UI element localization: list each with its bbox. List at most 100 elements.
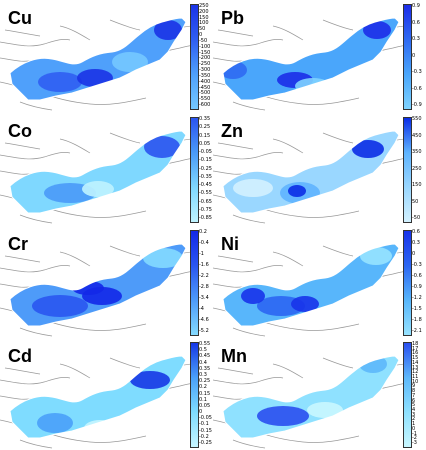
contour-blob [143, 248, 183, 268]
contour-map [213, 243, 403, 337]
colorbar-tick-label: 100 [199, 20, 209, 27]
colorbar-tick-label: -350 [199, 72, 211, 79]
boundary-line [0, 152, 71, 160]
boundary-line [4, 367, 41, 375]
contour-blob [363, 21, 391, 39]
colorbar-tick-label: -0.65 [199, 198, 212, 205]
colorbar-tick-label: -3.4 [199, 295, 209, 301]
boundary-line [213, 152, 284, 160]
boundary-line [59, 363, 91, 379]
boundary-line [322, 19, 354, 31]
colorbar-tick-label: -0.05 [199, 149, 212, 155]
map-panel-cu: Cu 250 200 150 100 50 0 -50 -100 -150 -200 -250 -300… [0, 0, 213, 112]
boundary-line [19, 101, 53, 111]
contour-blob [154, 20, 182, 40]
contour-map [213, 130, 403, 224]
contour-map [0, 243, 190, 337]
map-panel-cr: Cr 0.2 -0.4 -1 -1.6 -2.2 -2.8 -3.4 -4 -4.6 -5.2 [0, 226, 213, 338]
region-outline [222, 243, 400, 327]
colorbar-tick-label: -450 [199, 84, 211, 91]
colorbar-tick-label: 250 [199, 3, 209, 9]
colorbar [190, 117, 199, 223]
colorbar-tick-label: -1.8 [412, 317, 422, 323]
colorbar-tick-label: 0.3 [412, 36, 420, 42]
map-panel-ni: Ni 0.6 0.3 0 -0.3 -0.6 -0.9 -1.2 -1.5 -1.8 -2.1 [213, 226, 426, 338]
colorbar-tick-label: 17 [412, 345, 419, 352]
colorbar-tick-label: 7 [412, 392, 416, 399]
colorbar-tick-label: -0.3 [412, 262, 422, 268]
colorbar-tick-label: -2.2 [199, 273, 209, 279]
colorbar-tick-label: -5.2 [199, 328, 209, 334]
boundary-line [272, 25, 304, 41]
colorbar-tick-label: -0.3 [412, 69, 422, 75]
colorbar-tick-label: -4 [199, 306, 204, 312]
colorbar-tick-label: 0.35 [199, 116, 211, 122]
colorbar-tick-label: 0.6 [412, 229, 420, 235]
colorbar-tick-label: -1 [199, 251, 204, 257]
colorbar [190, 230, 199, 336]
colorbar-tick-label: 1 [412, 421, 416, 428]
contour-blob [291, 296, 319, 312]
boundary-line [0, 265, 71, 273]
colorbar-tick-label: -550 [199, 96, 211, 103]
element-label: Cr [8, 234, 29, 254]
colorbar-tick-label: 0.05 [199, 140, 211, 147]
region-outline [9, 130, 187, 214]
contour-blob [352, 140, 384, 158]
colorbar-tick-label: 0.55 [199, 341, 211, 347]
map-panel-co: Co 0.35 0.25 0.15 0.05 -0.05 -0.15 -0.25 -0.35 -0… [0, 113, 213, 225]
boundary-line [109, 132, 141, 144]
colorbar-tick-label: -1.6 [199, 262, 209, 268]
contour-blob [241, 288, 265, 304]
element-label: Co [8, 121, 32, 141]
colorbar-tick-label: 0.15 [199, 390, 211, 397]
colorbar-tick-label: 0.45 [199, 353, 211, 360]
colorbar-tick-label: -0.05 [199, 415, 212, 422]
colorbar-tick-label: 50 [199, 26, 206, 33]
colorbar-tick-label: -500 [199, 90, 211, 97]
boundary-line [217, 255, 254, 263]
colorbar-tick-label: -3 [412, 440, 417, 446]
element-label: Ni [221, 234, 239, 254]
colorbar-tick-label: 0 [199, 409, 203, 416]
boundary-line [213, 265, 284, 273]
contour-blob [257, 406, 309, 426]
colorbar-tick-label: -400 [199, 78, 211, 85]
colorbar-tick-label: 18 [412, 341, 419, 347]
colorbar-tick-label: 0 [412, 425, 416, 432]
colorbar-tick-label: 0.05 [199, 402, 211, 409]
boundary-line [4, 29, 41, 37]
boundary-line [4, 142, 41, 150]
contour-map [0, 355, 190, 449]
colorbar-tick-label: -0.4 [199, 240, 209, 246]
colorbar-tick-label: 10 [412, 378, 419, 385]
region-outline [9, 355, 187, 439]
region-outline [222, 17, 400, 101]
contour-map [213, 355, 403, 449]
contour-map [0, 17, 190, 111]
boundary-line [213, 377, 284, 385]
colorbar-tick-label: -250 [199, 61, 211, 68]
colorbar-tick-label: -50 [412, 215, 421, 221]
colorbar [190, 4, 199, 110]
colorbar [403, 230, 412, 336]
contour-blob [37, 413, 73, 433]
boundary-line [217, 367, 254, 375]
colorbar-tick-label: 0.2 [199, 384, 207, 391]
region-outline [222, 355, 400, 439]
colorbar-tick-label: -4.6 [199, 317, 209, 323]
colorbar-tick-label: 0.3 [412, 240, 420, 246]
colorbar-tick-label: 14 [412, 359, 419, 366]
colorbar-tick-label: 0.1 [199, 396, 207, 403]
element-label: Mn [221, 346, 247, 366]
contour-blob [233, 179, 273, 197]
colorbar-tick-label: -1.2 [412, 295, 422, 301]
colorbar-tick-label: -0.35 [199, 173, 212, 180]
boundary-line [232, 214, 266, 224]
colorbar-tick-label: -0.1 [199, 421, 209, 428]
colorbar-tick-label: 12 [412, 369, 419, 376]
colorbar-tick-label: 0.25 [199, 378, 211, 385]
boundary-line [59, 25, 91, 41]
boundary-line [272, 363, 304, 379]
contour-blob [307, 402, 343, 418]
